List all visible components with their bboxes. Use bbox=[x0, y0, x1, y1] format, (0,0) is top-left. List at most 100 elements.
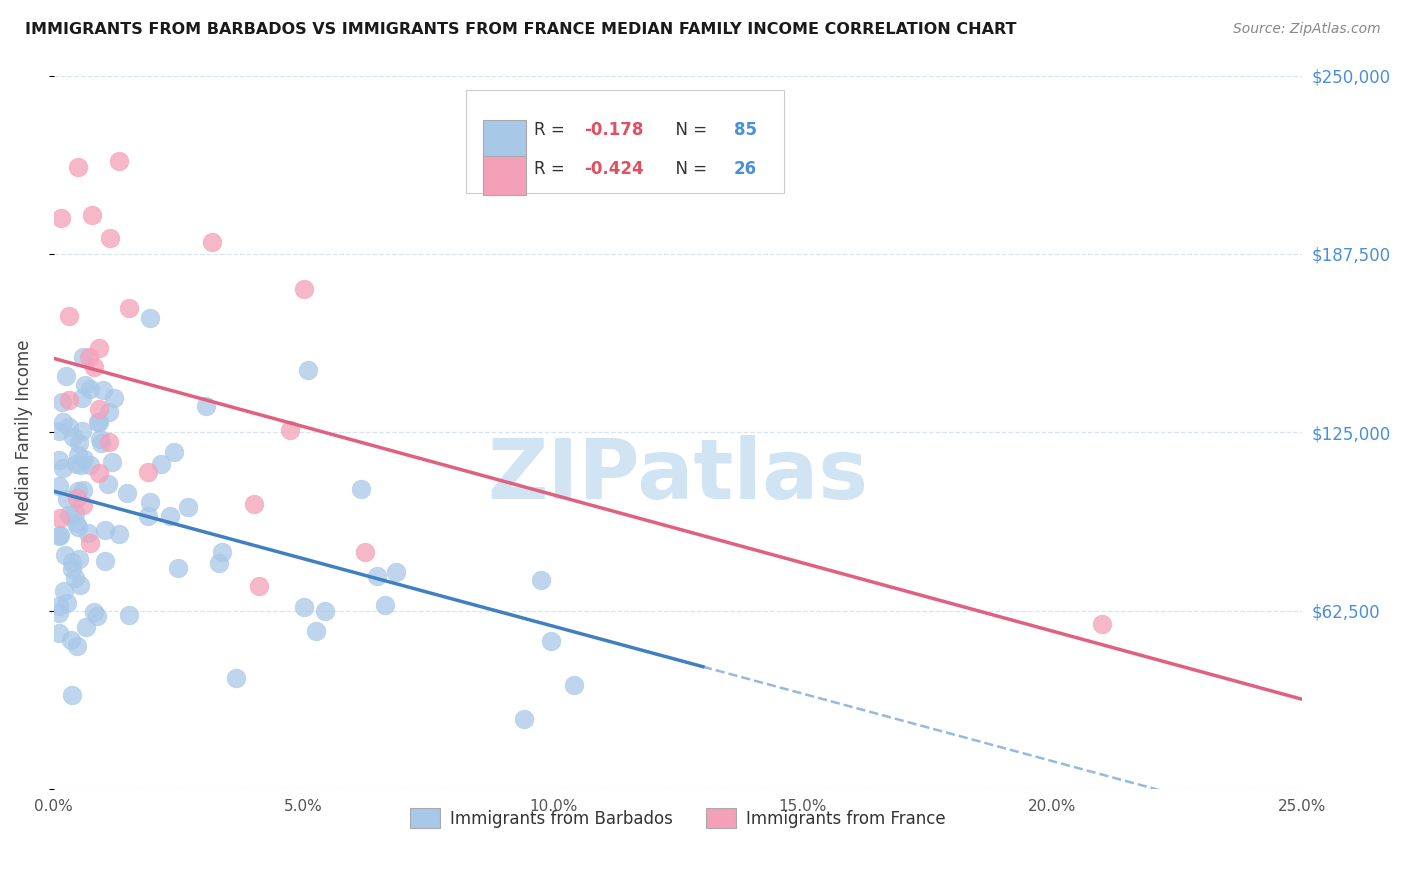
Point bbox=[94, 523, 117, 537]
Point bbox=[48, 528, 70, 542]
Point bbox=[159, 509, 181, 524]
Point bbox=[97, 434, 120, 449]
Point bbox=[69, 458, 91, 472]
Point bbox=[48, 453, 70, 467]
Point bbox=[48, 479, 70, 493]
Point bbox=[67, 552, 90, 566]
Point bbox=[101, 455, 124, 469]
Point bbox=[62, 430, 84, 444]
Point bbox=[60, 562, 83, 576]
Point bbox=[48, 529, 70, 543]
Point bbox=[69, 578, 91, 592]
Point bbox=[49, 211, 72, 226]
Point bbox=[211, 544, 233, 558]
Point bbox=[58, 392, 80, 407]
Point bbox=[60, 555, 83, 569]
Text: ZIPatlas: ZIPatlas bbox=[488, 434, 869, 516]
Point bbox=[97, 477, 120, 491]
Point bbox=[77, 350, 100, 364]
Point bbox=[162, 444, 184, 458]
Point bbox=[67, 520, 90, 534]
Point bbox=[177, 500, 200, 514]
Point bbox=[72, 451, 94, 466]
Point bbox=[89, 432, 111, 446]
Point bbox=[93, 554, 115, 568]
Point bbox=[66, 491, 89, 505]
Point bbox=[86, 608, 108, 623]
Point bbox=[58, 309, 80, 323]
Point bbox=[90, 435, 112, 450]
Point bbox=[350, 482, 373, 496]
Point bbox=[89, 467, 111, 481]
Point bbox=[58, 508, 80, 522]
Point bbox=[83, 605, 105, 619]
Point bbox=[87, 415, 110, 429]
Point bbox=[103, 392, 125, 406]
Point bbox=[118, 301, 141, 315]
Point bbox=[70, 391, 93, 405]
Point bbox=[136, 465, 159, 479]
Point bbox=[138, 508, 160, 523]
Point bbox=[91, 383, 114, 397]
Point bbox=[55, 368, 77, 383]
Point bbox=[366, 569, 388, 583]
Point bbox=[118, 608, 141, 623]
Text: -0.424: -0.424 bbox=[585, 160, 644, 178]
Point bbox=[73, 377, 96, 392]
Point bbox=[48, 424, 70, 438]
Point bbox=[98, 231, 121, 245]
Point bbox=[67, 436, 90, 450]
Point bbox=[225, 671, 247, 685]
Point bbox=[385, 565, 408, 579]
Text: N =: N = bbox=[665, 160, 713, 178]
Point bbox=[72, 498, 94, 512]
Point bbox=[66, 483, 89, 498]
Point bbox=[201, 235, 224, 250]
Y-axis label: Median Family Income: Median Family Income bbox=[15, 340, 32, 525]
Point bbox=[138, 311, 160, 326]
Point bbox=[70, 424, 93, 438]
Point bbox=[107, 153, 129, 168]
Point bbox=[48, 607, 70, 621]
Point bbox=[48, 599, 70, 613]
Point bbox=[55, 596, 77, 610]
Point bbox=[72, 483, 94, 498]
Point bbox=[48, 625, 70, 640]
FancyBboxPatch shape bbox=[465, 90, 785, 194]
Point bbox=[562, 677, 585, 691]
Point bbox=[314, 604, 336, 618]
Point bbox=[79, 535, 101, 549]
Text: -0.178: -0.178 bbox=[585, 121, 644, 139]
Point bbox=[87, 401, 110, 416]
Point bbox=[66, 640, 89, 654]
Point bbox=[79, 458, 101, 472]
Point bbox=[247, 579, 270, 593]
Point bbox=[208, 556, 231, 570]
Text: 85: 85 bbox=[734, 121, 756, 139]
Text: Source: ZipAtlas.com: Source: ZipAtlas.com bbox=[1233, 22, 1381, 37]
Point bbox=[67, 160, 90, 174]
Point bbox=[53, 583, 76, 598]
Point bbox=[354, 545, 377, 559]
Point bbox=[49, 510, 72, 524]
Point bbox=[540, 633, 562, 648]
Text: R =: R = bbox=[534, 160, 571, 178]
Point bbox=[294, 283, 316, 297]
Point bbox=[65, 516, 87, 530]
FancyBboxPatch shape bbox=[484, 156, 526, 194]
Point bbox=[305, 624, 328, 638]
Point bbox=[56, 491, 79, 506]
Point bbox=[292, 600, 315, 615]
Point bbox=[167, 560, 190, 574]
Point bbox=[195, 399, 218, 413]
Point bbox=[62, 688, 84, 702]
Point bbox=[115, 486, 138, 500]
Legend: Immigrants from Barbados, Immigrants from France: Immigrants from Barbados, Immigrants fro… bbox=[404, 802, 952, 834]
FancyBboxPatch shape bbox=[484, 120, 526, 159]
Point bbox=[1091, 616, 1114, 631]
Point bbox=[60, 633, 83, 648]
Point bbox=[278, 424, 301, 438]
Point bbox=[529, 573, 551, 587]
Point bbox=[52, 415, 75, 429]
Point bbox=[79, 382, 101, 396]
